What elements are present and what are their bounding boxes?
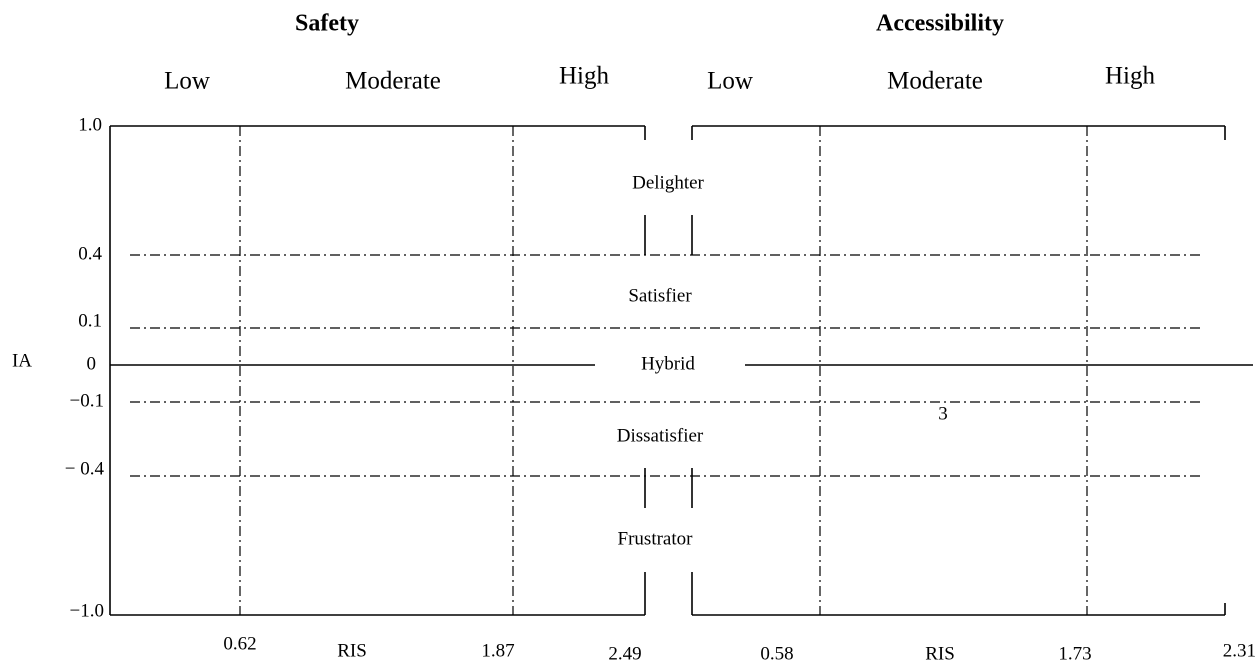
x-axis-label: RIS bbox=[337, 640, 367, 661]
level-label: Low bbox=[707, 68, 753, 95]
region-label: Delighter bbox=[632, 172, 704, 193]
region-label: Frustrator bbox=[618, 528, 694, 549]
x-tick-label: 0.58 bbox=[760, 643, 793, 664]
guides bbox=[130, 126, 1202, 615]
y-tick-label: −0.1 bbox=[70, 390, 104, 411]
x-tick-label: 0.62 bbox=[223, 633, 256, 654]
y-tick-label: − 0.4 bbox=[65, 458, 105, 479]
panel-title: Accessibility bbox=[876, 11, 1004, 37]
x-tick-label: 1.73 bbox=[1058, 643, 1091, 664]
y-tick-label: 1.0 bbox=[78, 114, 102, 135]
panel-title: Safety bbox=[295, 11, 359, 37]
region-label: Dissatisfier bbox=[617, 425, 704, 446]
x-tick-label: 1.87 bbox=[481, 640, 514, 661]
y-tick-label: −1.0 bbox=[70, 600, 104, 621]
level-label: Low bbox=[164, 68, 210, 95]
y-tick-label: 0.1 bbox=[78, 310, 102, 331]
y-tick-label: 0.4 bbox=[78, 243, 102, 264]
level-label: Moderate bbox=[345, 68, 441, 95]
level-label: Moderate bbox=[887, 68, 983, 95]
x-axis-label: RIS bbox=[925, 643, 955, 664]
level-label: High bbox=[559, 63, 610, 90]
frame bbox=[109, 125, 1253, 616]
x-tick-label: 2.49 bbox=[608, 643, 641, 664]
level-label: High bbox=[1105, 63, 1156, 90]
annotation: 3 bbox=[938, 403, 948, 424]
y-axis-label: IA bbox=[12, 350, 32, 371]
region-label: Satisfier bbox=[628, 285, 692, 306]
y-tick-label: 0 bbox=[87, 353, 97, 374]
region-label: Hybrid bbox=[641, 353, 695, 374]
x-tick-label: 2.31 bbox=[1223, 640, 1256, 661]
